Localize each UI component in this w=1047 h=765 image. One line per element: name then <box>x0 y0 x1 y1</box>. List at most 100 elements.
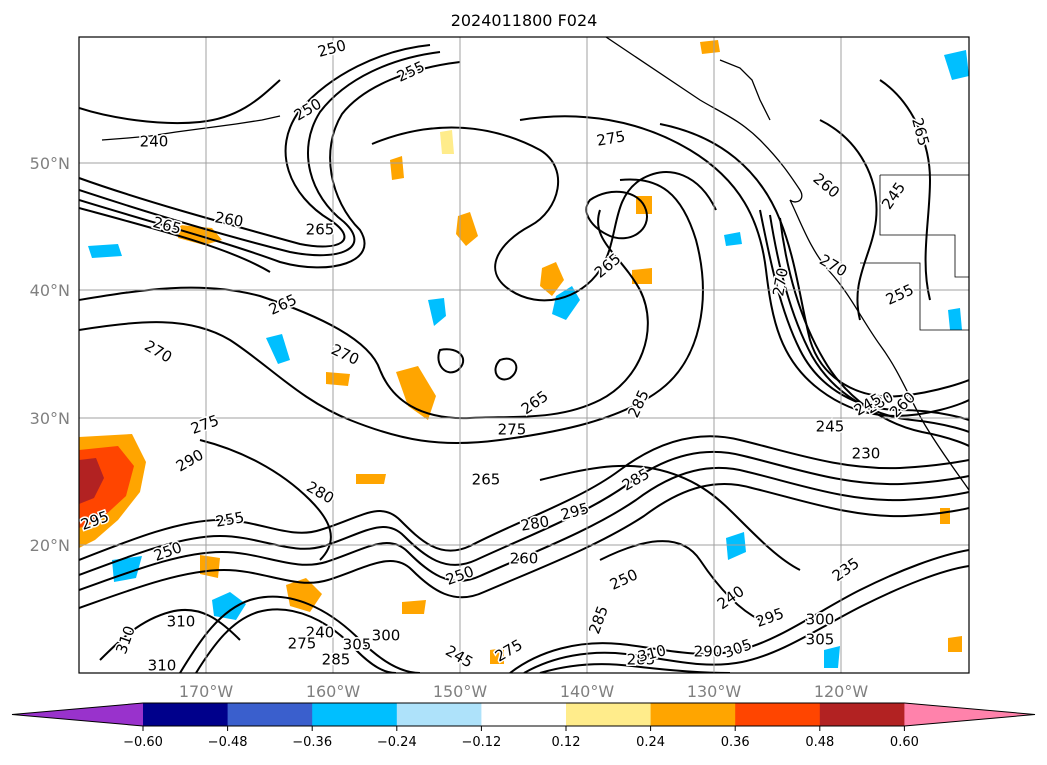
negative-anomaly-region <box>824 646 840 668</box>
negative-anomaly-region <box>428 298 446 326</box>
colorbar-segment <box>396 703 482 726</box>
colorbar-segment <box>312 703 398 726</box>
lat-label-40n: 40°N <box>30 281 70 300</box>
positive-anomaly-region <box>948 636 962 652</box>
contour-label-halo: 265 <box>472 471 501 489</box>
lon-label-130w: 130°W <box>687 682 742 701</box>
contour-label-halo: 300 <box>806 611 835 629</box>
contour-label: 240 <box>306 624 335 642</box>
contour-label: 260 <box>510 550 539 568</box>
contour-label: 280 <box>519 512 550 535</box>
latitude-labels: 50°N 40°N 30°N 20°N <box>30 154 70 555</box>
positive-anomaly-region <box>356 474 386 484</box>
contour-label: 275 <box>595 127 626 150</box>
colorbar-tick-label: 0.24 <box>636 735 665 750</box>
positive-anomaly-region <box>940 508 950 524</box>
colorbar-tick-label: 0.60 <box>890 735 919 750</box>
colorbar-extend-min <box>12 703 143 726</box>
graticule <box>79 37 969 673</box>
contour-label-halo: 240 <box>140 133 169 151</box>
colorbar-tick-label: −0.48 <box>208 735 248 750</box>
positive-anomaly-region <box>286 578 322 612</box>
colorbar-extend-max <box>904 703 1035 726</box>
positive-anomaly-region <box>440 130 454 154</box>
map-frame <box>78 36 970 674</box>
colorbar-segment <box>819 703 905 726</box>
contour-label: 270 <box>769 266 792 297</box>
contour-label-halo: 310 <box>167 613 196 631</box>
negative-anomaly-region <box>724 232 742 246</box>
negative-anomaly-region <box>944 50 969 80</box>
contour-label-halo: 285 <box>627 651 656 669</box>
positive-anomaly-region <box>390 156 404 180</box>
contour-label: 300 <box>372 627 401 645</box>
coastlines <box>101 37 969 491</box>
contour-label: 265 <box>306 221 335 239</box>
contour-label: 300 <box>806 611 835 629</box>
contour-label-halo: 310 <box>148 657 177 675</box>
contour-label-halo: 260 <box>510 550 539 568</box>
lat-label-20n: 20°N <box>30 536 70 555</box>
contour-label: 310 <box>167 613 196 631</box>
positive-anomaly-region <box>456 212 478 246</box>
shaded-anomaly-regions <box>79 40 969 668</box>
contour-label: 310 <box>148 657 177 675</box>
colorbar-tick-label: −0.36 <box>292 735 332 750</box>
contour-label: 305 <box>806 631 835 649</box>
lon-label-160w: 160°W <box>306 682 361 701</box>
map-title: 2024011800 F024 <box>451 11 598 30</box>
contour-label-halo: 305 <box>806 631 835 649</box>
lon-label-170w: 170°W <box>179 682 234 701</box>
negative-anomaly-region <box>726 532 746 560</box>
contour-label: 255 <box>214 508 245 531</box>
colorbar-tick-label: 0.36 <box>721 735 750 750</box>
negative-anomaly-region <box>948 308 962 330</box>
positive-anomaly-region <box>396 366 436 420</box>
contour-label: 285 <box>627 651 656 669</box>
contour-label-halo: 230 <box>852 445 881 463</box>
lon-label-120w: 120°W <box>814 682 869 701</box>
colorbar-tick-label: −0.60 <box>123 735 163 750</box>
positive-anomaly-region <box>540 262 564 296</box>
positive-anomaly-region <box>632 268 652 284</box>
colorbar-segment <box>735 703 821 726</box>
contour-label-halo: 265 <box>306 221 335 239</box>
contour-label-halo: 255 <box>214 508 245 531</box>
contour-label: 240 <box>140 133 169 151</box>
contour-label-halo: 285 <box>322 651 351 669</box>
lat-label-50n: 50°N <box>30 154 70 173</box>
contour-label-halo: 245 <box>816 418 845 436</box>
contour-label: 285 <box>322 651 351 669</box>
contour-lines <box>79 44 969 673</box>
contour-label-halo: 300 <box>372 627 401 645</box>
contour-label: 260 <box>213 208 244 231</box>
lat-label-30n: 30°N <box>30 409 70 428</box>
contour-label: 275 <box>288 635 317 653</box>
positive-anomaly-region <box>490 648 504 664</box>
contour-label-halo: 275 <box>498 421 527 439</box>
lon-label-150w: 150°W <box>433 682 488 701</box>
contour-label: 305 <box>343 636 372 654</box>
colorbar-segment <box>227 703 313 726</box>
contour-label: 245 <box>816 418 845 436</box>
contour-label-halo: 305 <box>343 636 372 654</box>
negative-anomaly-region <box>212 592 246 620</box>
positive-anomaly-region <box>402 600 426 614</box>
contour-label: 275 <box>498 421 527 439</box>
colorbar: −0.60 −0.48 −0.36 −0.24 −0.12 0.12 0.24 0.36 0.4… <box>11 702 1036 750</box>
positive-anomaly-region <box>700 40 720 54</box>
contour-label-halo: 290 <box>694 643 723 661</box>
contour-label-halo: 275 <box>288 635 317 653</box>
colorbar-tick-label: −0.12 <box>461 735 501 750</box>
contour-label: 265 <box>472 471 501 489</box>
colorbar-tick-label: 0.12 <box>552 735 581 750</box>
colorbar-segment <box>481 703 567 726</box>
colorbar-tick-label: −0.24 <box>377 735 417 750</box>
positive-anomaly-region <box>200 555 220 578</box>
contour-label: 290 <box>694 643 723 661</box>
contour-label-halo: 240 <box>306 624 335 642</box>
contour-label: 230 <box>852 445 881 463</box>
colorbar-segment <box>566 703 652 726</box>
